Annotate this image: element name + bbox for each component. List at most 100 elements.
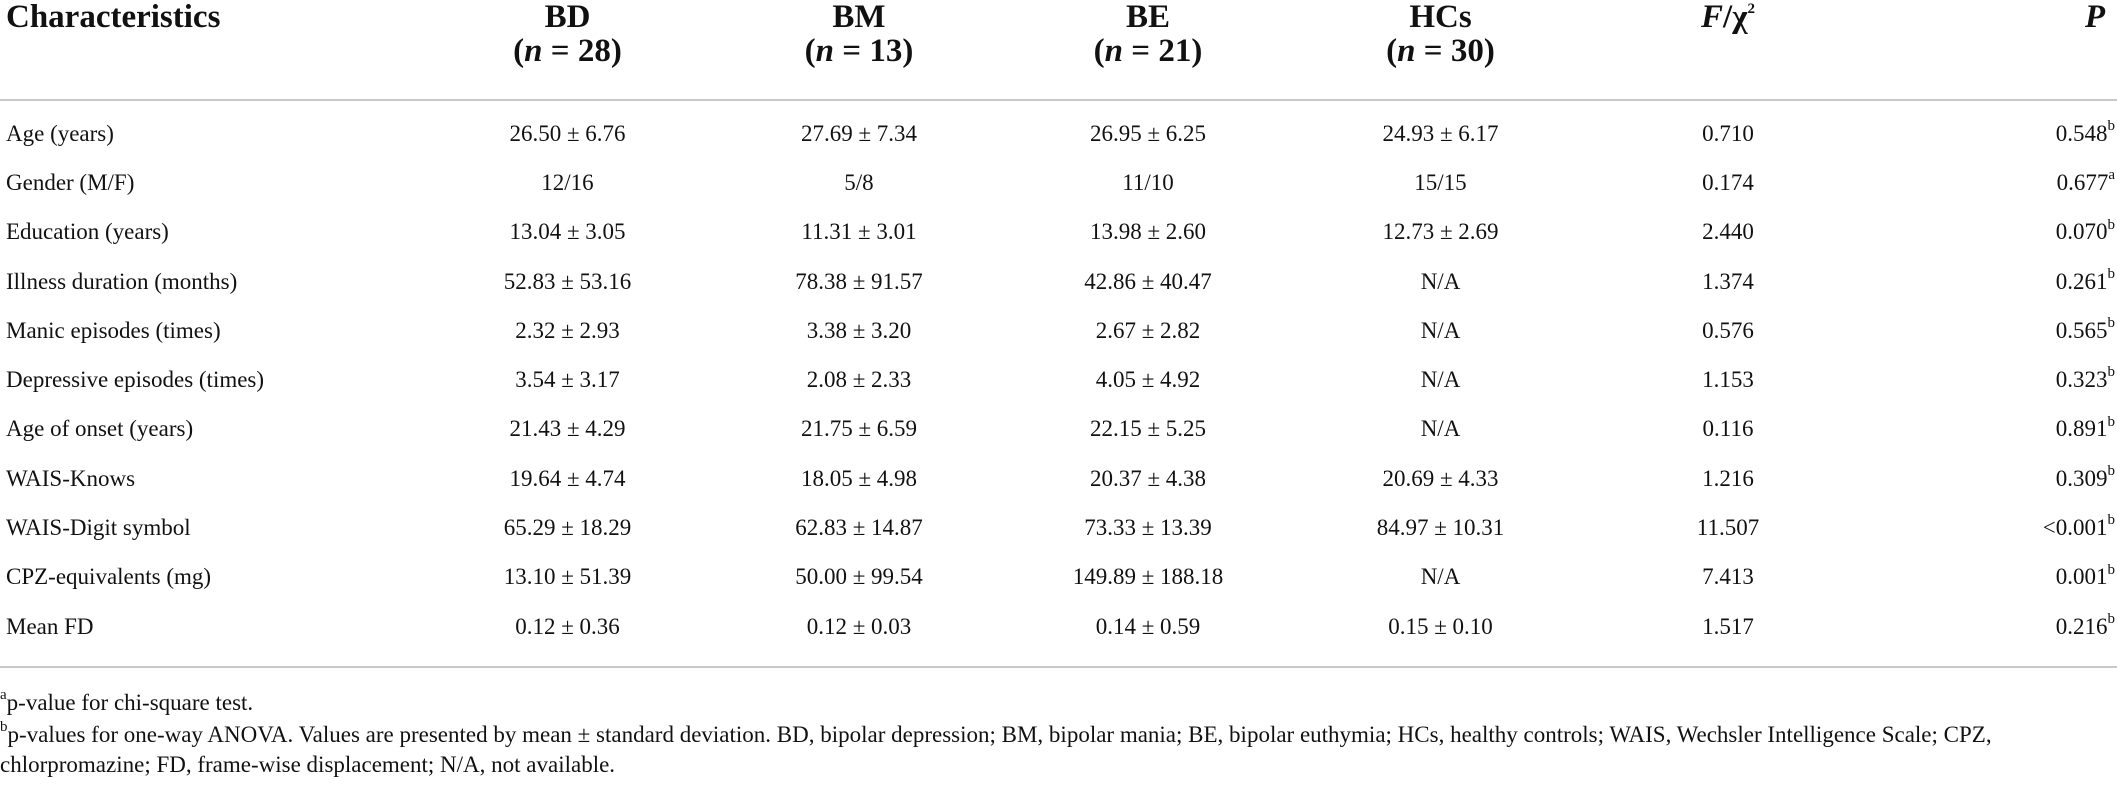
cell-p: 0.261b xyxy=(1868,257,2117,306)
p-footnote-marker: b xyxy=(2107,561,2116,578)
p-footnote-marker: b xyxy=(2107,610,2116,627)
cell-hcs: N/A xyxy=(1420,317,1461,343)
p-footnote-marker: b xyxy=(2107,364,2116,381)
cell-hcs: 20.69 ± 4.33 xyxy=(1382,465,1499,491)
cell-bm: 27.69 ± 7.34 xyxy=(800,120,918,146)
p-footnote-marker: b xyxy=(2107,117,2116,134)
p-footnote-marker: b xyxy=(2107,265,2116,282)
cell-hcs: 84.97 ± 10.31 xyxy=(1376,515,1505,541)
cell-hcs: 12.73 ± 2.69 xyxy=(1382,219,1499,245)
cell-label: Age (years) xyxy=(6,120,114,146)
cell-label: Manic episodes (times) xyxy=(6,317,221,343)
footer-rule xyxy=(0,666,2117,668)
cell-bd: 12/16 xyxy=(541,169,594,195)
cell-label: Age of onset (years) xyxy=(6,416,194,442)
p-value: 0.548 xyxy=(2055,120,2108,146)
cell-p: <0.001b xyxy=(1868,503,2117,552)
p-footnote-marker: b xyxy=(2107,463,2116,480)
cell-p: 0.323b xyxy=(1868,355,2117,404)
cell-be: 42.86 ± 40.47 xyxy=(1084,268,1212,294)
p-value: 0.001 xyxy=(2055,564,2108,590)
p-value: 0.323 xyxy=(2055,367,2108,393)
cell-p: 0.677a xyxy=(1868,158,2117,207)
p-footnote-marker: b xyxy=(2107,413,2116,430)
cell-label: Mean FD xyxy=(6,613,94,639)
cell-f-chi2: 2.440 xyxy=(1702,219,1754,245)
cell-hcs: N/A xyxy=(1420,564,1461,590)
header-p: P xyxy=(1868,0,2117,101)
cell-be: 13.98 ± 2.60 xyxy=(1089,219,1207,245)
table-row: Illness duration (months) 52.83 ± 53.16 78… xyxy=(0,257,2117,306)
cell-bd: 52.83 ± 53.16 xyxy=(503,268,632,294)
cell-bm: 3.38 ± 3.20 xyxy=(806,317,912,343)
cell-be: 26.95 ± 6.25 xyxy=(1089,120,1207,146)
table-row: Age of onset (years) 21.43 ± 4.29 21.75 ± … xyxy=(0,405,2117,454)
cell-bd: 13.10 ± 51.39 xyxy=(503,564,632,590)
table-row: CPZ-equivalents (mg) 13.10 ± 51.39 50.00 ±… xyxy=(0,553,2117,602)
p-value: 0.565 xyxy=(2055,317,2108,343)
cell-f-chi2: 0.576 xyxy=(1702,317,1754,343)
p-value: 0.261 xyxy=(2055,268,2108,294)
cell-f-chi2: 1.374 xyxy=(1702,268,1754,294)
cell-bm: 11.31 ± 3.01 xyxy=(801,219,917,245)
cell-f-chi2: 11.507 xyxy=(1696,515,1760,541)
cell-p: 0.891b xyxy=(1868,405,2117,454)
table-row: Mean FD 0.12 ± 0.36 0.12 ± 0.03 0.14 ± 0.59… xyxy=(0,602,2117,651)
cell-label: WAIS-Digit symbol xyxy=(6,515,191,541)
header-be: BE (n = 21) xyxy=(1003,0,1293,101)
cell-bd: 2.32 ± 2.93 xyxy=(515,317,620,343)
cell-be: 4.05 ± 4.92 xyxy=(1095,367,1201,393)
table-row: Depressive episodes (times) 3.54 ± 3.17 2.… xyxy=(0,355,2117,404)
characteristics-table: Characteristics BD (n = 28) BM (n = 13) … xyxy=(0,0,2117,651)
cell-be: 2.67 ± 2.82 xyxy=(1095,317,1201,343)
p-value: 0.309 xyxy=(2055,465,2108,491)
cell-bd: 19.64 ± 4.74 xyxy=(509,465,626,491)
cell-bm: 5/8 xyxy=(844,169,874,195)
cell-f-chi2: 0.174 xyxy=(1702,169,1754,195)
p-footnote-marker: b xyxy=(2107,512,2116,529)
cell-p: 0.309b xyxy=(1868,454,2117,503)
header-bm: BM (n = 13) xyxy=(715,0,1003,101)
cell-f-chi2: 1.216 xyxy=(1702,465,1754,491)
cell-f-chi2: 7.413 xyxy=(1702,564,1754,590)
cell-bm: 18.05 ± 4.98 xyxy=(800,465,918,491)
table-row: Manic episodes (times) 2.32 ± 2.93 3.38 ± … xyxy=(0,306,2117,355)
table-row: Gender (M/F) 12/16 5/8 11/10 15/15 0.174 0.677… xyxy=(0,158,2117,207)
cell-p: 0.070b xyxy=(1868,208,2117,257)
cell-label: Depressive episodes (times) xyxy=(6,367,265,393)
cell-be: 73.33 ± 13.39 xyxy=(1084,515,1212,541)
cell-f-chi2: 0.710 xyxy=(1702,120,1754,146)
header-characteristics: Characteristics xyxy=(0,0,420,101)
cell-be: 11/10 xyxy=(1122,169,1174,195)
cell-hcs: 15/15 xyxy=(1414,169,1467,195)
cell-bd: 13.04 ± 3.05 xyxy=(509,219,626,245)
footnote-a: ap-value for chi-square test. xyxy=(0,687,254,715)
cell-bd: 65.29 ± 18.29 xyxy=(503,515,632,541)
p-value: 0.891 xyxy=(2055,416,2108,442)
p-value: 0.070 xyxy=(2055,219,2108,245)
cell-be: 149.89 ± 188.18 xyxy=(1072,564,1224,590)
table-row: Education (years) 13.04 ± 3.05 11.31 ± 3.0… xyxy=(0,208,2117,257)
table-row: WAIS-Knows 19.64 ± 4.74 18.05 ± 4.98 20.37 … xyxy=(0,454,2117,503)
cell-p: 0.216b xyxy=(1868,602,2117,651)
cell-bm: 2.08 ± 2.33 xyxy=(806,367,912,393)
p-footnote-marker: b xyxy=(2107,315,2116,332)
p-footnote-marker: b xyxy=(2107,216,2116,233)
p-value: 0.677 xyxy=(2056,169,2109,195)
cell-hcs: 24.93 ± 6.17 xyxy=(1382,120,1499,146)
cell-bd: 3.54 ± 3.17 xyxy=(515,367,620,393)
table-row: Age (years) 26.50 ± 6.76 27.69 ± 7.34 26.95… xyxy=(0,100,2117,158)
header-bd: BD (n = 28) xyxy=(420,0,715,101)
cell-hcs: N/A xyxy=(1420,268,1461,294)
cell-bd: 21.43 ± 4.29 xyxy=(509,416,626,442)
cell-bm: 62.83 ± 14.87 xyxy=(795,515,923,541)
cell-label: Education (years) xyxy=(6,219,169,245)
table-footnotes: ap-value for chi-square test. bp-values … xyxy=(0,688,2100,782)
cell-p: 0.548b xyxy=(1868,100,2117,158)
cell-be: 20.37 ± 4.38 xyxy=(1089,465,1207,491)
cell-label: WAIS-Knows xyxy=(6,465,136,491)
cell-label: Gender (M/F) xyxy=(6,169,135,195)
cell-hcs: N/A xyxy=(1420,367,1461,393)
p-value: <0.001 xyxy=(2042,515,2108,541)
cell-bd: 0.12 ± 0.36 xyxy=(515,613,620,639)
